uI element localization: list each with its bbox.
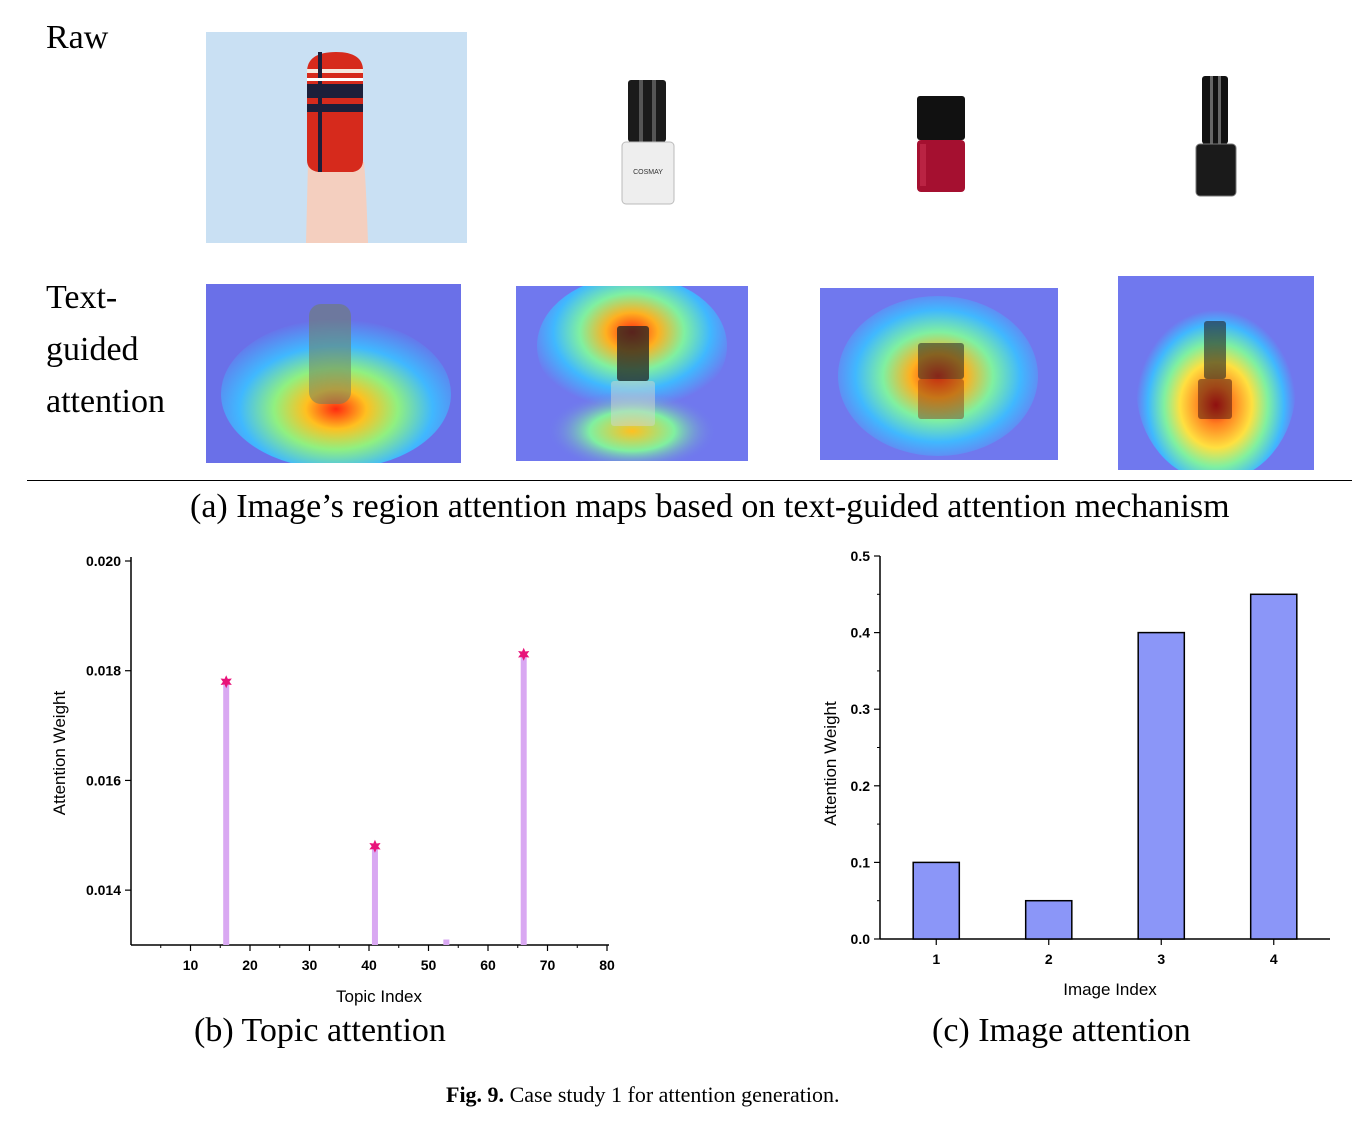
x-tick-label: 3: [1157, 951, 1165, 967]
x-tick-label: 20: [242, 957, 258, 973]
stem: [371, 846, 378, 945]
bar: [1137, 631, 1186, 940]
x-tick-label: 2: [1045, 951, 1053, 967]
y-tick-label: 0.5: [851, 548, 871, 564]
bar: [912, 861, 961, 940]
y-tick-label: 0.020: [86, 553, 121, 569]
attention-map-black-bottle: [1118, 276, 1314, 470]
raw-image-white-bottle: COSMAY: [606, 72, 691, 212]
panel-a-caption: (a) Image’s region attention maps based …: [190, 488, 1230, 525]
stem-marker: [220, 675, 232, 689]
row-label-raw: Raw: [46, 19, 109, 56]
y-tick-label: 0.014: [86, 882, 121, 898]
attention-map-nail: [206, 284, 461, 463]
bottle-label-text: COSMAY: [633, 169, 663, 176]
panel-c-caption: (c) Image attention: [932, 1012, 1191, 1049]
x-tick-label: 10: [183, 957, 199, 973]
panel-divider: [27, 480, 1352, 481]
x-tick-label: 1: [932, 951, 940, 967]
x-axis-label: Image Index: [1063, 980, 1157, 999]
attention-map-red-bottle: [820, 288, 1058, 460]
y-axis-label: Attention Weight: [50, 691, 69, 816]
image-attention-chart: 0.0 0.1 0.2 0.3 0.4 0.5 1 2 3 4 Image Index Attenti…: [821, 548, 1330, 999]
y-axis-label: Attention Weight: [821, 701, 840, 826]
bar: [1249, 593, 1298, 940]
raw-image-nail: [206, 32, 467, 243]
attention-map-white-bottle: [516, 286, 748, 461]
y-tick-label: 0.4: [851, 625, 871, 641]
x-axis-label: Topic Index: [336, 987, 422, 1006]
raw-image-black-bottle: [1190, 72, 1242, 200]
stem: [223, 681, 230, 945]
row-label-line: attention: [46, 383, 165, 420]
y-tick-label: 0.3: [851, 701, 871, 717]
figure-caption-label: Fig. 9.: [446, 1082, 505, 1107]
raw-image-red-bottle: [906, 92, 974, 196]
stem-marker: [518, 647, 530, 661]
figure-caption-text: Case study 1 for attention generation.: [509, 1082, 840, 1107]
x-tick-label: 40: [361, 957, 377, 973]
y-tick-label: 0.0: [851, 931, 871, 947]
x-tick-label: 50: [421, 957, 437, 973]
panel-b-caption: (b) Topic attention: [194, 1012, 446, 1049]
bar: [1024, 899, 1073, 940]
x-tick-label: 30: [302, 957, 318, 973]
y-tick-label: 0.1: [851, 854, 871, 870]
stem: [520, 654, 527, 945]
stem: [443, 939, 450, 945]
stem-marker: [369, 839, 381, 853]
topic-attention-chart: 0.014 0.016 0.018 0.020 10 20 30 40 50 60 70 80 Topi…: [50, 553, 615, 1006]
x-tick-label: 70: [540, 957, 556, 973]
row-label-line: Text-: [46, 279, 118, 316]
x-tick-label: 60: [480, 957, 496, 973]
y-tick-label: 0.018: [86, 663, 121, 679]
y-tick-label: 0.016: [86, 772, 121, 788]
x-tick-label: 4: [1270, 951, 1278, 967]
row-label-attention: Text- guided attention: [46, 272, 165, 428]
y-tick-label: 0.2: [851, 778, 871, 794]
x-tick-label: 80: [599, 957, 615, 973]
figure-caption: Fig. 9. Case study 1 for attention gener…: [446, 1082, 839, 1108]
row-label-line: guided: [46, 331, 139, 368]
